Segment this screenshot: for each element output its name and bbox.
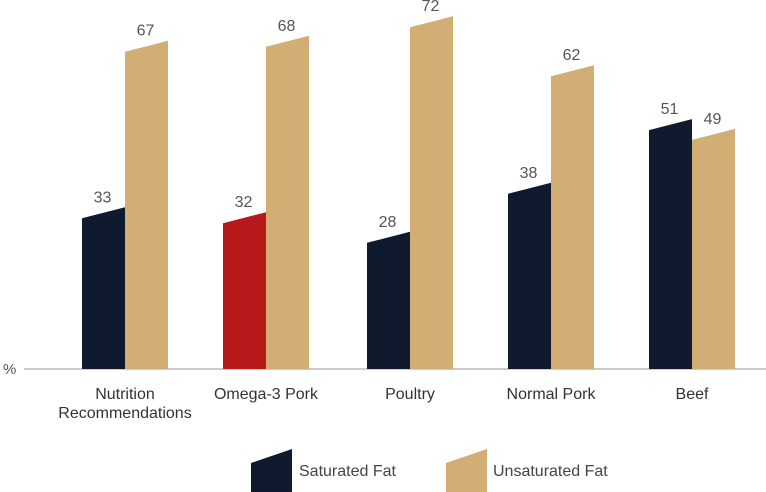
bar-unsaturated-fat-beef [692, 128, 735, 369]
category-label-line: Normal Pork [507, 386, 597, 403]
category-label-nutrition-recommendations: Nutrition Recommendations [58, 386, 191, 422]
legend-label-unsaturated-fat: Unsaturated Fat [493, 463, 608, 480]
value-label-saturated-fat-omega-3-pork: 32 [235, 194, 253, 211]
category-label-line: Poultry [385, 386, 435, 403]
bar-unsaturated-fat-omega-3-pork [266, 35, 309, 370]
value-label-saturated-fat-nutrition-recommendations: 33 [94, 189, 112, 206]
bar-saturated-fat-beef [649, 119, 692, 369]
category-labels-group: Nutrition Recommendations Omega-3 Pork Poul… [58, 386, 709, 422]
bar-saturated-fat-omega-3-pork [223, 212, 266, 369]
value-label-saturated-fat-normal-pork: 38 [520, 165, 538, 182]
category-label-omega-3-pork: Omega-3 Pork [214, 386, 319, 403]
category-label-line: Omega-3 Pork [214, 386, 319, 403]
y-axis-unit-label: % [3, 361, 16, 378]
value-label-saturated-fat-poultry: 28 [379, 214, 397, 231]
bar-unsaturated-fat-poultry [410, 16, 453, 369]
bars-group [82, 16, 735, 370]
value-label-unsaturated-fat-poultry: 72 [422, 0, 440, 15]
bar-saturated-fat-nutrition-recommendations [82, 207, 125, 369]
value-label-saturated-fat-beef: 51 [661, 101, 679, 118]
legend-swatch-saturated-fat [251, 449, 292, 492]
category-label-normal-pork: Normal Pork [507, 386, 597, 403]
bar-unsaturated-fat-nutrition-recommendations [125, 40, 168, 369]
category-label-line: Nutrition [95, 386, 155, 403]
bar-saturated-fat-normal-pork [508, 182, 551, 369]
bar-saturated-fat-poultry [367, 231, 410, 369]
value-label-unsaturated-fat-beef: 49 [704, 111, 722, 128]
value-label-unsaturated-fat-normal-pork: 62 [563, 47, 581, 64]
category-label-beef: Beef [676, 386, 709, 403]
bar-unsaturated-fat-normal-pork [551, 65, 594, 369]
value-label-unsaturated-fat-nutrition-recommendations: 67 [137, 23, 155, 40]
legend: Saturated Fat Unsaturated Fat [251, 449, 608, 492]
value-label-unsaturated-fat-omega-3-pork: 68 [278, 18, 296, 35]
legend-label-saturated-fat: Saturated Fat [299, 463, 397, 480]
category-label-poultry: Poultry [385, 386, 435, 403]
category-label-line: Beef [676, 386, 709, 403]
category-label-line: Recommendations [58, 405, 191, 422]
legend-swatch-unsaturated-fat [446, 449, 487, 492]
value-labels-group: 33 67 32 68 28 72 38 62 51 49 [94, 0, 722, 231]
